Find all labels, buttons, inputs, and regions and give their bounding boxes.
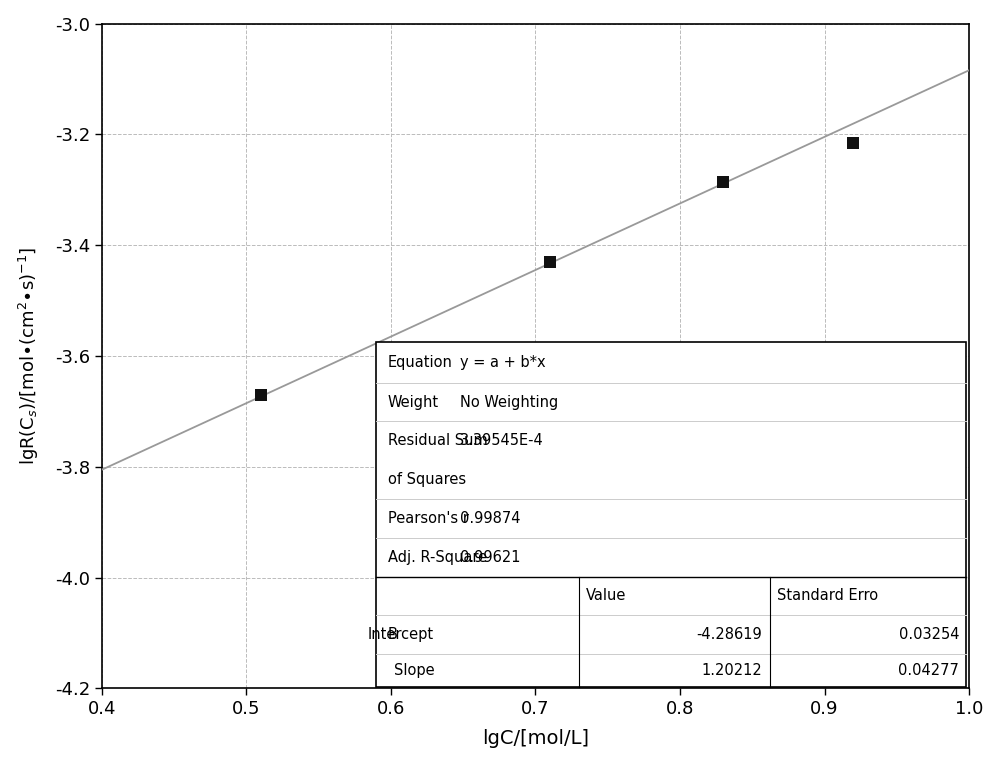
Point	[715, 175, 731, 187]
Text: -4.28619: -4.28619	[697, 627, 762, 642]
Text: 0.04277: 0.04277	[898, 663, 959, 679]
FancyBboxPatch shape	[376, 342, 966, 687]
Text: 0.99621: 0.99621	[460, 549, 521, 565]
Point	[845, 137, 861, 149]
Text: No Weighting: No Weighting	[460, 395, 559, 409]
Text: Standard Erro: Standard Erro	[777, 588, 878, 604]
Text: of Squares: of Squares	[388, 472, 466, 487]
X-axis label: lgC/[mol/L]: lgC/[mol/L]	[482, 729, 589, 748]
Text: Slope: Slope	[394, 663, 434, 679]
Point	[253, 389, 269, 401]
Text: 0.03254: 0.03254	[899, 627, 959, 642]
Point	[542, 256, 558, 268]
Y-axis label: lgR(C$_s$)/[mol$\bullet$(cm$^2$$\bullet$s)$^{-1}$]: lgR(C$_s$)/[mol$\bullet$(cm$^2$$\bullet$…	[17, 247, 41, 465]
Text: Pearson's r: Pearson's r	[388, 511, 469, 526]
Text: Residual Sum: Residual Sum	[388, 433, 488, 448]
Text: Adj. R-Square: Adj. R-Square	[388, 549, 487, 565]
Text: Equation: Equation	[388, 355, 453, 370]
Text: y = a + b*x: y = a + b*x	[460, 355, 546, 370]
Text: 1.20212: 1.20212	[702, 663, 762, 679]
Text: B: B	[388, 627, 398, 642]
Text: Value: Value	[586, 588, 626, 604]
Text: 0.99874: 0.99874	[460, 511, 521, 526]
Text: Intercept: Intercept	[368, 627, 434, 642]
Text: 3.39545E-4: 3.39545E-4	[460, 433, 544, 448]
Text: Weight: Weight	[388, 395, 439, 409]
